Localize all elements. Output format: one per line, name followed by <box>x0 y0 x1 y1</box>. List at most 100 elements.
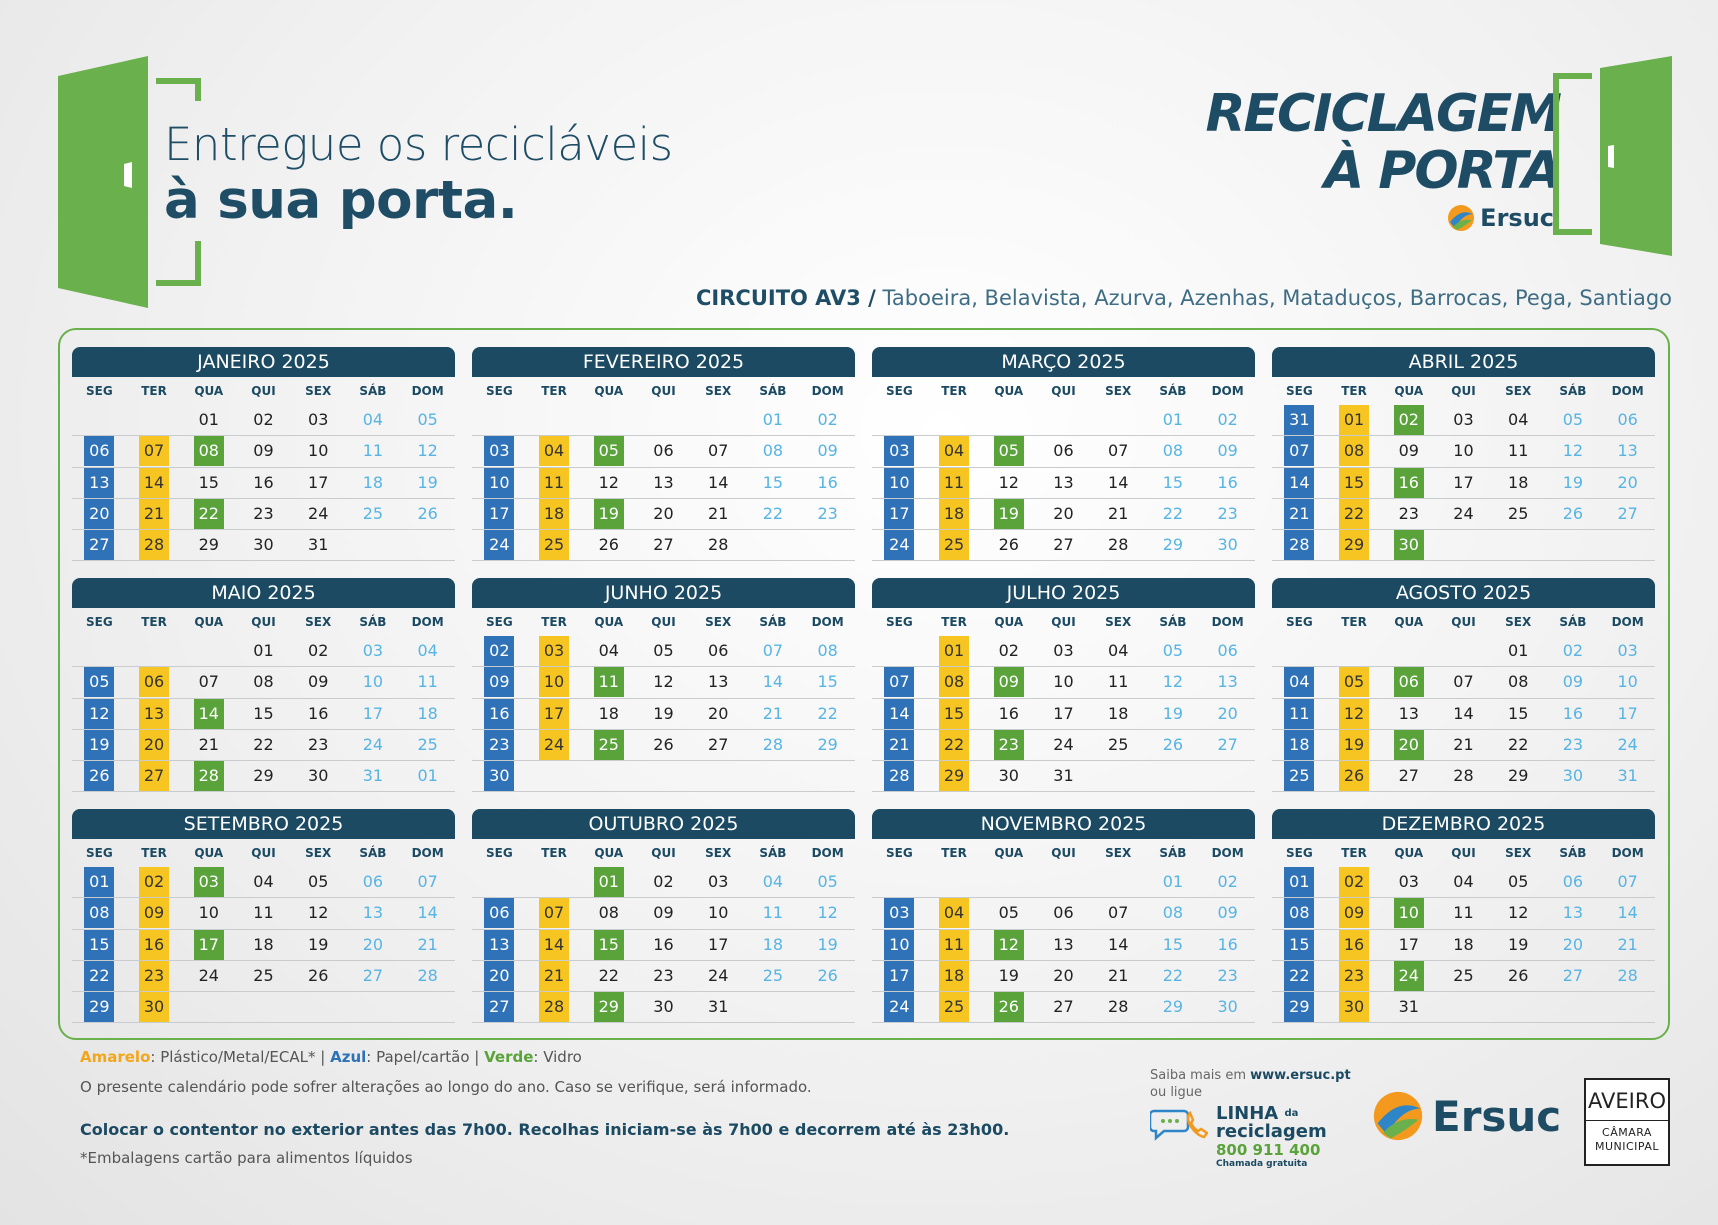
day-number: 12 <box>84 698 115 729</box>
day-cell: 26 <box>1145 730 1201 762</box>
day-cell: 25 <box>400 730 455 762</box>
day-number: 18 <box>598 703 619 723</box>
day-cell: 14 <box>400 898 455 930</box>
day-number: 29 <box>1162 997 1184 1017</box>
day-number: 08 <box>817 641 838 661</box>
day-cell: 11 <box>745 898 801 930</box>
day-number: 25 <box>762 966 784 986</box>
day-cell: 11 <box>400 667 455 699</box>
day-cell: 19 <box>1545 468 1601 499</box>
day-number: 05 <box>998 903 1019 923</box>
day-number: 13 <box>1053 934 1074 954</box>
day-number: 20 <box>84 499 115 530</box>
day-number: 01 <box>762 410 784 430</box>
day-number: 10 <box>884 467 915 498</box>
day-number: 15 <box>84 929 115 960</box>
day-number: 04 <box>253 872 274 892</box>
day-cell: 07 <box>1272 436 1327 468</box>
day-number: 03 <box>708 872 729 892</box>
day-number: 22 <box>84 961 115 992</box>
day-cell: 09 <box>1200 898 1255 930</box>
ersuc-swirl-icon <box>1448 205 1475 231</box>
day-number: 29 <box>1162 535 1184 555</box>
day-cell: 30 <box>1200 992 1255 1024</box>
day-cell: 28 <box>1436 761 1491 793</box>
phone-number[interactable]: 800 911 400 <box>1216 1141 1321 1159</box>
day-cell: 17 <box>1600 699 1655 730</box>
day-cell: 05 <box>581 436 637 468</box>
day-number: 09 <box>1217 441 1238 461</box>
day-cell: 02 <box>1545 636 1601 668</box>
day-number: 05 <box>993 436 1024 467</box>
weekday-label: SEG <box>486 615 513 629</box>
day-number: 10 <box>884 929 915 960</box>
day-cell: 19 <box>290 930 346 961</box>
day-cell: 05 <box>290 867 346 899</box>
day-cell: 30 <box>1545 761 1601 793</box>
weekday-label: SÁB <box>359 384 387 398</box>
day-cell: 12 <box>800 898 855 930</box>
day-number: 21 <box>139 499 170 530</box>
day-number: 12 <box>1339 698 1370 729</box>
day-cell: 23 <box>636 961 691 993</box>
day-cell: 03 <box>345 636 401 668</box>
legend-green: Verde <box>484 1048 534 1066</box>
month-calendar: NOVEMBRO 2025 SEG TER QUA QUI SEX SÁB DOM 01 02 03… <box>872 809 1255 1024</box>
weekday-label: SEG <box>886 384 913 398</box>
day-number: 12 <box>998 472 1019 492</box>
day-number: 27 <box>708 735 729 755</box>
day-number: 05 <box>308 872 329 892</box>
day-number: 05 <box>417 410 438 430</box>
day-number: 22 <box>1162 966 1184 986</box>
day-cell: 26 <box>636 730 691 762</box>
weekday-label: SÁB <box>359 846 387 860</box>
day-cell: 14 <box>1090 930 1146 961</box>
day-cell: 12 <box>636 667 691 699</box>
day-cell: 08 <box>1145 436 1201 468</box>
weekday-label: DOM <box>1611 846 1644 860</box>
day-number <box>1284 636 1314 666</box>
day-number: 03 <box>1617 641 1638 661</box>
day-cell <box>745 761 801 793</box>
weekday-label: SEG <box>86 384 113 398</box>
day-cell: 22 <box>1272 961 1327 993</box>
weekday-label: SEX <box>1505 384 1532 398</box>
day-number: 26 <box>417 504 438 524</box>
day-number: 07 <box>139 436 170 467</box>
legend-green-text: : Vidro <box>533 1048 582 1066</box>
day-cell: 25 <box>236 961 291 993</box>
day-number: 17 <box>708 934 729 954</box>
website-link[interactable]: www.ersuc.pt <box>1250 1068 1351 1083</box>
day-number: 06 <box>1393 667 1424 698</box>
day-cell: 11 <box>926 929 982 961</box>
day-cell: 28 <box>526 992 582 1024</box>
weekday-label: SÁB <box>1559 615 1587 629</box>
day-number: 04 <box>762 872 784 892</box>
day-number: 19 <box>1508 934 1529 954</box>
day-cell: 16 <box>126 929 182 961</box>
weekday-label: QUA <box>1394 615 1424 629</box>
day-number: 14 <box>539 929 570 960</box>
weekday-label: QUI <box>1451 615 1476 629</box>
month-calendar: OUTUBRO 2025 SEG TER QUA QUI SEX SÁB DOM 01 02 03 0… <box>472 809 855 1024</box>
day-number <box>758 761 788 791</box>
day-cell <box>690 761 746 793</box>
day-number: 14 <box>1108 934 1129 954</box>
day-cell: 14 <box>526 929 582 961</box>
weekday-label: DOM <box>811 846 844 860</box>
month-grid: SEG TER QUA QUI SEX SÁB DOM 01 02 03 04 05 06 07 08 09 1… <box>872 377 1255 562</box>
day-cell <box>126 405 182 437</box>
day-cell <box>472 405 527 437</box>
day-cell: 13 <box>345 898 401 930</box>
day-cell: 22 <box>181 499 237 531</box>
month-calendar: ABRIL 2025 SEG TER QUA QUI SEX SÁB DOM 31 01 02 03 0… <box>1272 347 1655 562</box>
weekday-label: SEX <box>305 846 332 860</box>
day-number: 12 <box>653 672 674 692</box>
month-calendar: MARÇO 2025 SEG TER QUA QUI SEX SÁB DOM 01 02 03 04 0… <box>872 347 1255 562</box>
day-number: 18 <box>939 961 970 992</box>
day-number: 19 <box>993 499 1024 530</box>
day-cell: 27 <box>690 730 746 762</box>
day-cell: 08 <box>1272 898 1327 930</box>
day-number: 18 <box>253 934 274 954</box>
day-number: 11 <box>1108 672 1129 692</box>
